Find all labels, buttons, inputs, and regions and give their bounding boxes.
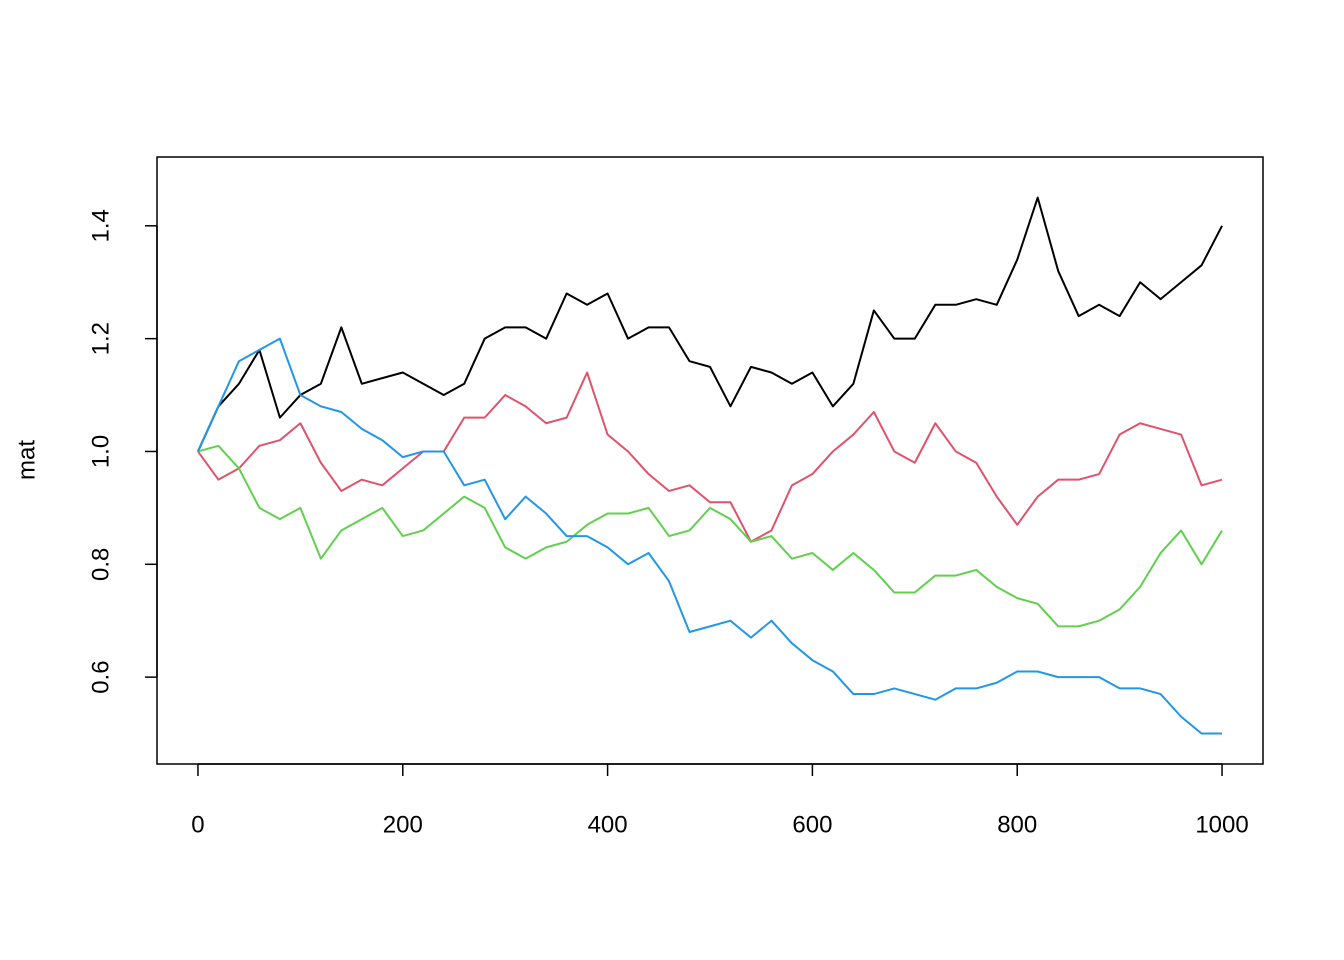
y-tick-label: 1.0	[87, 435, 114, 468]
y-tick-label: 0.8	[87, 548, 114, 581]
x-tick-label: 200	[383, 811, 423, 838]
x-tick-label: 400	[588, 811, 628, 838]
x-tick-label: 1000	[1195, 811, 1248, 838]
x-tick-label: 800	[997, 811, 1037, 838]
y-axis-label: mat	[13, 440, 40, 480]
plot-box	[156, 156, 1264, 765]
y-tick-label: 1.4	[87, 209, 114, 242]
series-line	[197, 444, 1223, 628]
y-tick-label: 0.6	[87, 660, 114, 693]
y-tick-label: 1.2	[87, 322, 114, 355]
x-tick-label: 0	[191, 811, 204, 838]
x-tick-label: 600	[792, 811, 832, 838]
series-line	[197, 196, 1223, 452]
series-line	[197, 337, 1223, 735]
series-line	[197, 371, 1223, 543]
